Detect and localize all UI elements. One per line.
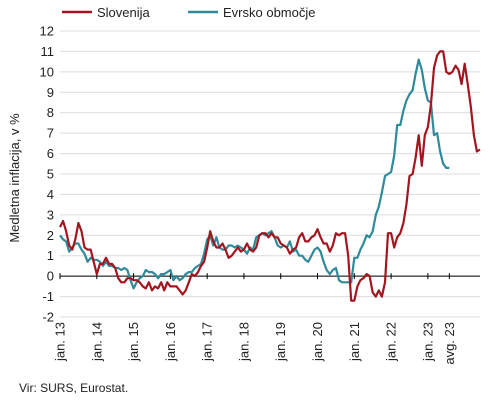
y-tick-label: 9 — [47, 85, 54, 100]
y-tick-label: 6 — [47, 146, 54, 161]
y-tick-label: -1 — [42, 289, 54, 304]
legend-label-evrsko-obmocje: Evrsko območje — [223, 5, 315, 20]
x-tick-label: jan. 19 — [273, 322, 288, 362]
x-tick-label: jan. 18 — [236, 322, 251, 362]
y-tick-label: 11 — [41, 44, 55, 59]
y-tick-label: 0 — [47, 269, 54, 284]
x-tick-label: jan. 17 — [200, 322, 215, 362]
grid-lines — [60, 30, 480, 318]
y-tick-label: 1 — [47, 248, 54, 263]
y-tick-label: 7 — [47, 126, 54, 141]
x-tick-label: jan. 14 — [89, 322, 104, 362]
series-line-evrsko-obmocje — [59, 58, 450, 290]
x-tick-label: jan. 15 — [126, 322, 141, 362]
y-tick-label: 4 — [47, 187, 54, 202]
y-tick-label: -2 — [42, 310, 54, 325]
x-tick-label: jan. 13 — [53, 322, 68, 362]
x-tick-label: jan. 22 — [384, 322, 399, 362]
source-note: Vir: SURS, Eurostat. — [19, 381, 128, 395]
y-tick-label: 10 — [40, 64, 54, 79]
x-axis-ticks: jan. 13 jan. 14 jan. 15 jan. 16 jan. 17 jan. … — [53, 273, 457, 365]
series-lines — [59, 50, 481, 302]
y-tick-label: 2 — [47, 228, 54, 243]
legend-label-slovenija: Slovenija — [97, 5, 151, 20]
y-axis-title: Medletna inflacija, v % — [7, 113, 22, 243]
y-tick-label: 8 — [47, 105, 54, 120]
x-tick-label: jan. 16 — [163, 322, 178, 362]
y-tick-label: 3 — [47, 207, 54, 222]
x-tick-label: jan. 21 — [347, 322, 362, 362]
y-tick-label: 5 — [47, 167, 54, 182]
x-tick-label: jan. 23 — [420, 322, 435, 362]
series-line-slovenija — [59, 50, 481, 302]
x-tick-label: avg. 23 — [442, 322, 457, 365]
legend: Slovenija Evrsko območje — [62, 5, 315, 20]
y-tick-label: 12 — [40, 24, 54, 39]
x-tick-label: jan. 20 — [310, 322, 325, 362]
